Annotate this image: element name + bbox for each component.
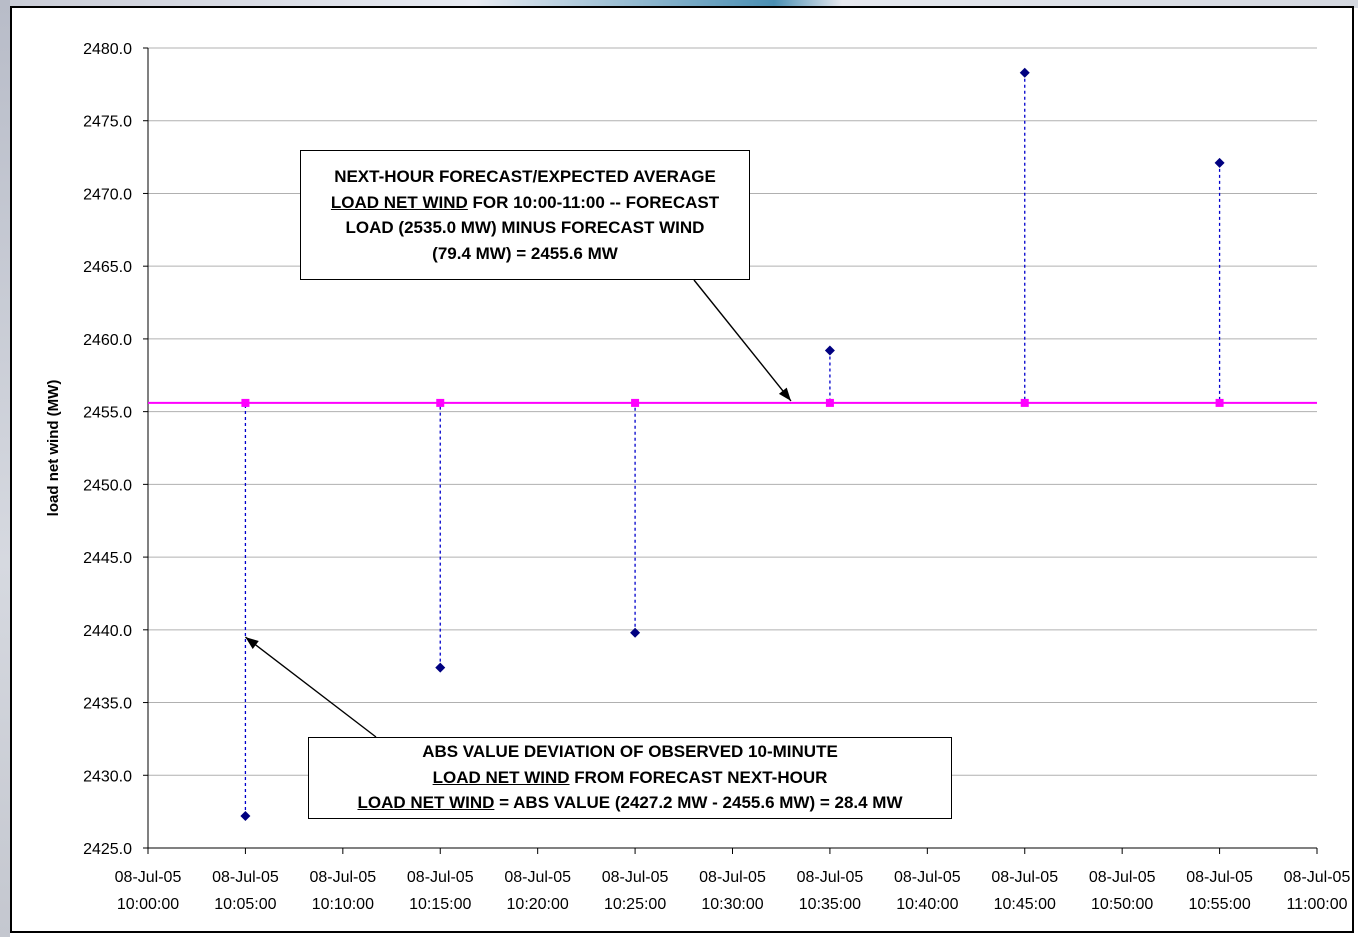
forecast-annotation-line3: LOAD (2535.0 MW) MINUS FORECAST WIND bbox=[345, 218, 705, 237]
x-tick-time: 10:15:00 bbox=[409, 896, 471, 913]
top-border-band bbox=[0, 0, 1358, 8]
y-axis-label: load net wind (MW) bbox=[45, 380, 62, 517]
x-tick-time: 10:00:00 bbox=[117, 896, 179, 913]
forecast-point bbox=[436, 398, 445, 407]
forecast-annotation-line4: (79.4 MW) = 2455.6 MW bbox=[432, 243, 618, 263]
x-tick-date: 08-Jul-05 bbox=[1089, 869, 1156, 886]
deviation-annotation-line1: ABS VALUE DEVIATION OF OBSERVED 10-MINUT… bbox=[422, 742, 838, 761]
x-tick-time: 10:45:00 bbox=[994, 896, 1056, 913]
forecast-point bbox=[825, 398, 834, 407]
forecast-annotation-underlined: LOAD NET WIND bbox=[330, 192, 468, 212]
observed-point bbox=[1019, 67, 1030, 78]
observed-point bbox=[1214, 157, 1225, 168]
x-tick-date: 08-Jul-05 bbox=[797, 869, 864, 886]
forecast-annotation-line1: NEXT-HOUR FORECAST/EXPECTED AVERAGE bbox=[334, 167, 716, 186]
x-tick-date: 08-Jul-05 bbox=[991, 869, 1058, 886]
forecast-arrow-head bbox=[778, 387, 791, 401]
deviation-annotation-line2-rest: FROM FORECAST NEXT-HOUR bbox=[569, 767, 828, 787]
y-tick-label: 2475.0 bbox=[83, 114, 132, 131]
forecast-arrow-shaft bbox=[693, 279, 792, 402]
forecast-point bbox=[631, 398, 640, 407]
x-tick-date: 08-Jul-05 bbox=[894, 869, 961, 886]
observed-series bbox=[240, 67, 1225, 821]
callout-arrows bbox=[244, 279, 792, 738]
x-tick-date: 08-Jul-05 bbox=[504, 869, 571, 886]
y-tick-label: 2455.0 bbox=[83, 405, 132, 422]
x-tick-date: 08-Jul-05 bbox=[699, 869, 766, 886]
x-tick-date: 08-Jul-05 bbox=[309, 869, 376, 886]
x-tick-date: 08-Jul-05 bbox=[1284, 869, 1351, 886]
x-tick-date: 08-Jul-05 bbox=[407, 869, 474, 886]
observed-point bbox=[824, 345, 835, 356]
deviation-annotation-box: ABS VALUE DEVIATION OF OBSERVED 10-MINUT… bbox=[308, 737, 952, 819]
deviation-annotation-line3-rest: = ABS VALUE (2427.2 MW - 2455.6 MW) = 28… bbox=[494, 793, 903, 812]
y-tick-label: 2460.0 bbox=[83, 332, 132, 349]
forecast-point bbox=[1215, 398, 1224, 407]
y-tick-label: 2465.0 bbox=[83, 259, 132, 276]
y-tick-label: 2440.0 bbox=[83, 623, 132, 640]
deviation-droplines bbox=[244, 72, 1221, 816]
x-tick-time: 10:55:00 bbox=[1188, 896, 1250, 913]
x-tick-time: 10:30:00 bbox=[701, 896, 763, 913]
x-tick-time: 10:10:00 bbox=[312, 896, 374, 913]
y-tick-label: 2470.0 bbox=[83, 186, 132, 203]
x-tick-time: 10:40:00 bbox=[896, 896, 958, 913]
left-border-band bbox=[0, 0, 10, 937]
forecast-point bbox=[241, 398, 250, 407]
y-tick-label: 2435.0 bbox=[83, 696, 132, 713]
deviation-arrow-shaft bbox=[244, 636, 377, 738]
x-tick-time: 10:50:00 bbox=[1091, 896, 1153, 913]
observed-point bbox=[240, 811, 251, 821]
deviation-arrow-head bbox=[245, 637, 259, 649]
y-tick-label: 2425.0 bbox=[83, 841, 132, 858]
x-tick-date: 08-Jul-05 bbox=[212, 869, 279, 886]
observed-point bbox=[435, 662, 446, 673]
forecast-series bbox=[148, 398, 1317, 407]
deviation-annotation-line3: LOAD NET WIND = ABS VALUE (2427.2 MW - 2… bbox=[309, 790, 951, 816]
deviation-annotation-underlined-1: LOAD NET WIND bbox=[432, 767, 570, 787]
y-tick-label: 2450.0 bbox=[83, 477, 132, 494]
forecast-annotation-line2-rest: FOR 10:00-11:00 -- FORECAST bbox=[467, 192, 720, 212]
y-tick-label: 2480.0 bbox=[83, 41, 132, 58]
x-tick-time: 10:35:00 bbox=[799, 896, 861, 913]
x-axis-ticks: 08-Jul-05 10:00:00 08-Jul-05 10:05:00 08-Jul… bbox=[115, 848, 1351, 913]
y-axis-ticks: 2425.0 2430.0 2435.0 2440.0 2445.0 2450.0 2455… bbox=[83, 41, 148, 858]
x-tick-time: 10:25:00 bbox=[604, 896, 666, 913]
x-tick-date: 08-Jul-05 bbox=[115, 869, 182, 886]
deviation-annotation-line2: LOAD NET WIND FROM FORECAST NEXT-HOUR bbox=[309, 765, 951, 791]
deviation-annotation-underlined-2: LOAD NET WIND bbox=[357, 793, 495, 812]
observed-point bbox=[630, 627, 641, 638]
forecast-annotation-line2: LOAD NET WIND FOR 10:00-11:00 -- FORECAS… bbox=[301, 190, 749, 216]
y-tick-label: 2430.0 bbox=[83, 768, 132, 785]
forecast-annotation-box: NEXT-HOUR FORECAST/EXPECTED AVERAGE LOAD… bbox=[300, 150, 750, 280]
x-tick-time: 11:00:00 bbox=[1286, 896, 1347, 913]
forecast-point bbox=[1020, 398, 1029, 407]
x-tick-date: 08-Jul-05 bbox=[1186, 869, 1253, 886]
x-tick-time: 10:05:00 bbox=[214, 896, 276, 913]
y-tick-label: 2445.0 bbox=[83, 550, 132, 567]
x-tick-date: 08-Jul-05 bbox=[602, 869, 669, 886]
x-tick-time: 10:20:00 bbox=[507, 896, 569, 913]
